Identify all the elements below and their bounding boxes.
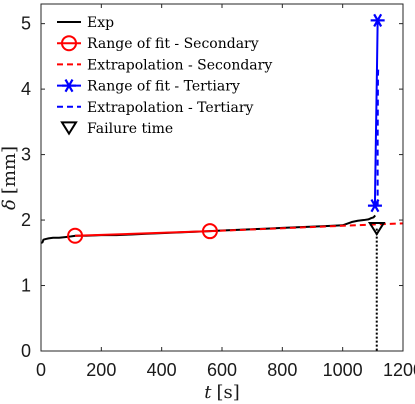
legend-swatch-star-stroke xyxy=(64,78,74,93)
x-tick-label: 1000 xyxy=(323,360,363,380)
tertiary-fit-point-stroke xyxy=(370,199,380,213)
legend-label: Extrapolation - Tertiary xyxy=(87,100,254,116)
x-axis-symbol: t xyxy=(204,382,212,403)
x-tick-label: 200 xyxy=(86,360,116,380)
y-tick-label: 1 xyxy=(21,276,31,296)
y-axis-label: δ [mm] xyxy=(0,146,20,210)
x-tick-label: 600 xyxy=(207,360,237,380)
y-tick-label: 2 xyxy=(21,210,31,230)
y-axis-symbol: δ xyxy=(0,199,20,210)
x-tick-label: 400 xyxy=(147,360,177,380)
tertiary-fit-point xyxy=(367,199,382,213)
x-tick-label: 800 xyxy=(267,360,297,380)
tertiary-fit-point-stroke xyxy=(373,13,383,27)
legend-label: Extrapolation - Secondary xyxy=(87,57,272,73)
tertiary-fit-point xyxy=(370,13,385,27)
legend-label: Range of fit - Secondary xyxy=(87,36,259,52)
legend-label: Exp xyxy=(87,15,114,31)
legend-entry: Exp xyxy=(57,15,114,31)
legend-entry: Failure time xyxy=(60,121,173,137)
legend-entry: Range of fit - Tertiary xyxy=(57,79,240,95)
series-range-of-fit-secondary-line xyxy=(75,230,210,237)
legend-entry: Extrapolation - Tertiary xyxy=(57,100,254,116)
legend-label: Range of fit - Tertiary xyxy=(87,79,240,95)
y-tick-label: 3 xyxy=(21,145,31,165)
legend-swatch-triangle xyxy=(60,121,78,136)
y-tick-label: 0 xyxy=(21,341,31,361)
secondary-fit-point xyxy=(201,223,218,240)
x-tick-label: 0 xyxy=(36,360,46,380)
legend-entry: Range of fit - Secondary xyxy=(57,35,259,52)
x-axis-label: t [s] xyxy=(204,382,240,403)
legend-swatch-star xyxy=(62,78,76,93)
legend-swatch-circle xyxy=(61,35,77,52)
plot-content xyxy=(40,13,404,351)
y-axis-unit: [mm] xyxy=(0,146,20,194)
series-extrapolation-tertiary-line xyxy=(376,66,380,206)
series-range-of-fit-tertiary-line xyxy=(373,20,379,206)
failure-time-point xyxy=(367,221,386,237)
secondary-fit-point xyxy=(67,227,84,244)
y-tick-label: 5 xyxy=(21,14,31,34)
legend: Exp Range of fit - Secondary Extrapolation… xyxy=(57,15,272,137)
x-axis-unit: [s] xyxy=(216,382,239,403)
y-tick-label: 4 xyxy=(21,79,31,99)
plot-frame xyxy=(40,3,404,352)
legend-label: Failure time xyxy=(87,121,173,137)
legend-entry: Extrapolation - Secondary xyxy=(57,57,272,73)
